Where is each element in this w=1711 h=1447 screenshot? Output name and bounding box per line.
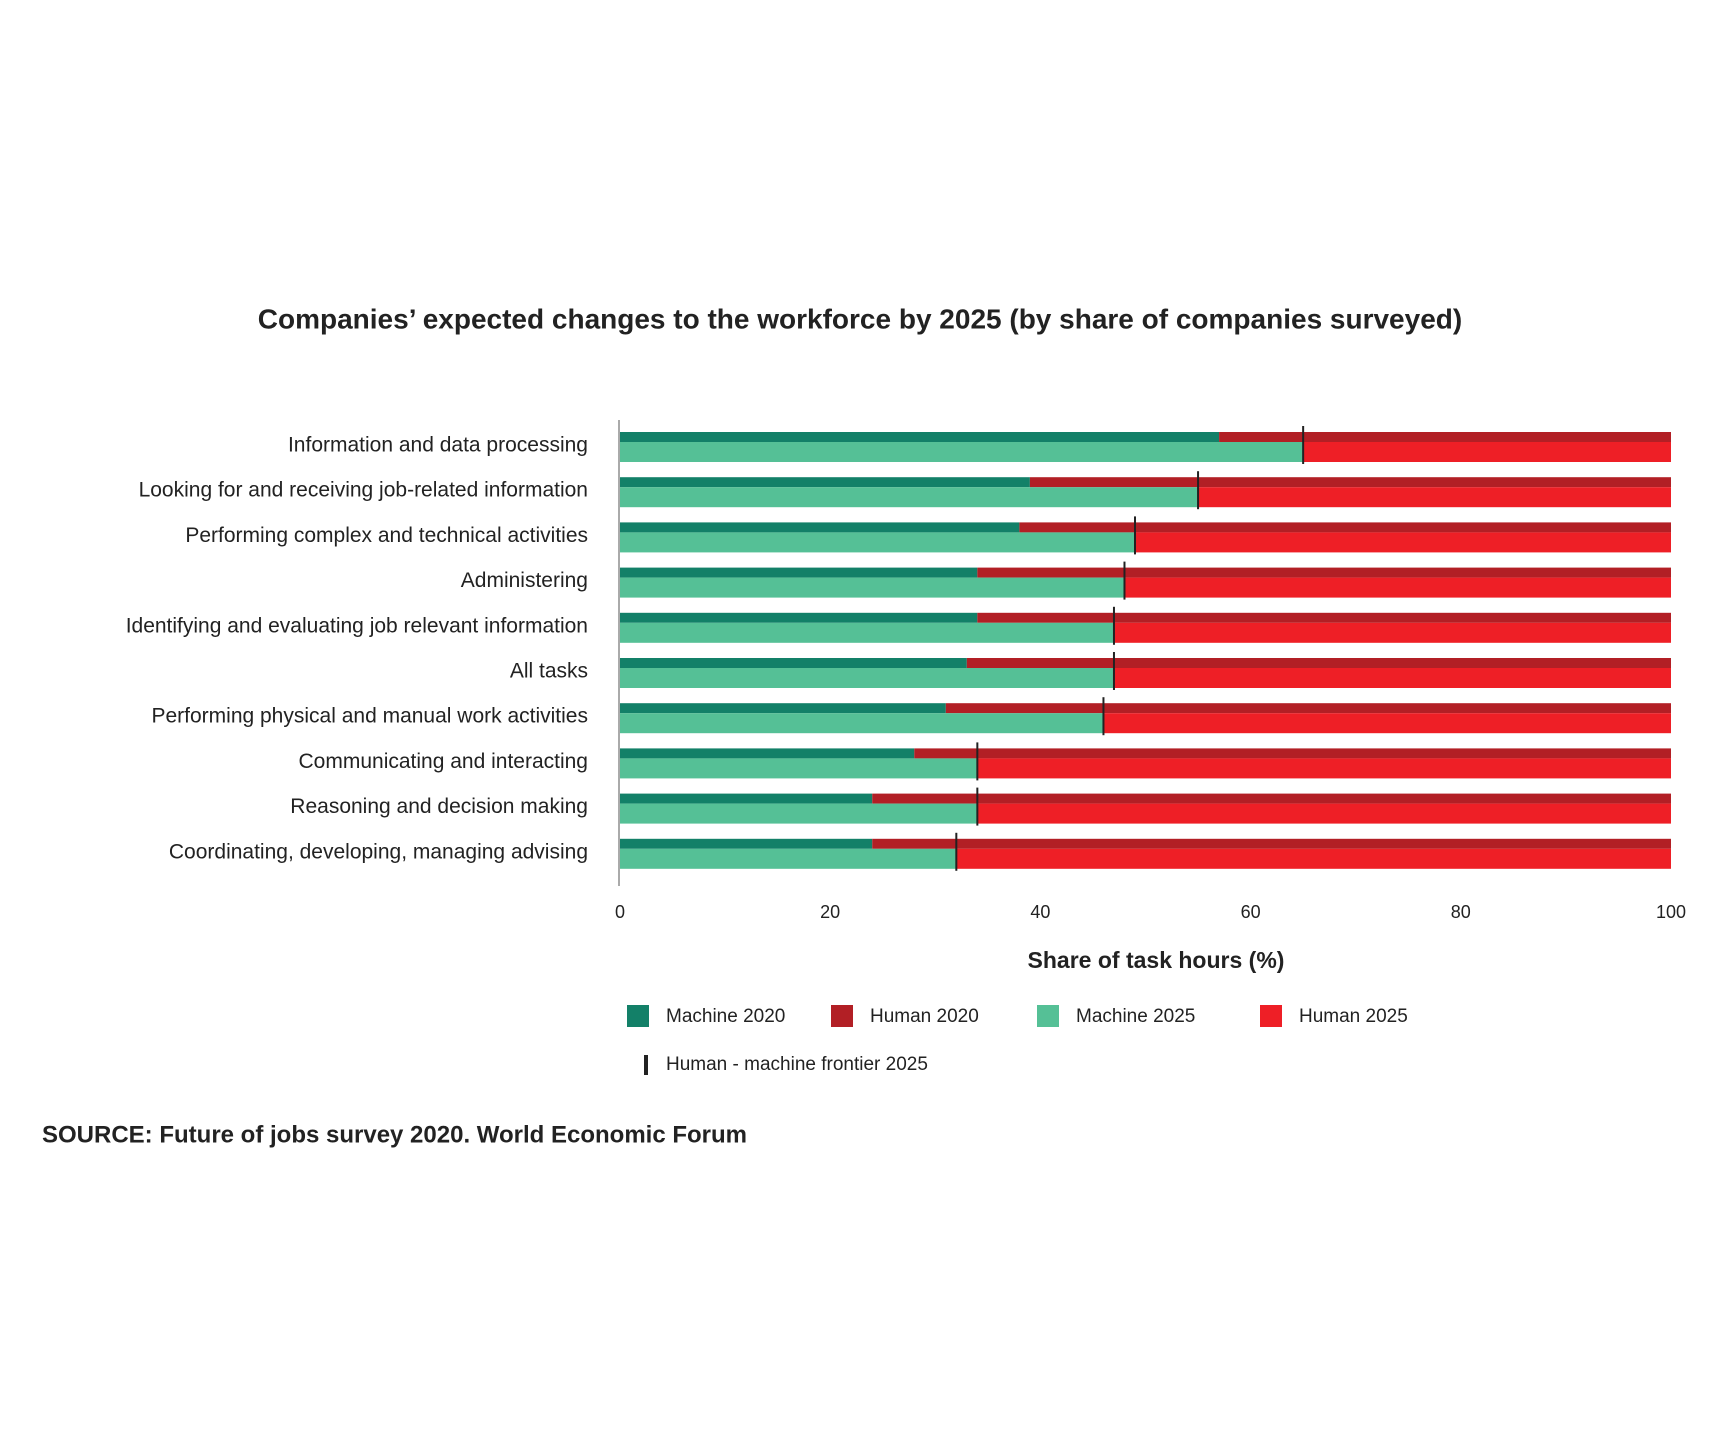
bar: [966, 658, 1671, 668]
legend-label: Machine 2025: [1076, 1006, 1195, 1027]
bar: [620, 793, 873, 804]
bar: [620, 612, 978, 623]
x-tick-label: 0: [615, 902, 625, 922]
legend-label: Human 2020: [870, 1006, 979, 1027]
x-tick-label: 100: [1656, 902, 1686, 922]
y-tick-label: All tasks: [510, 660, 588, 683]
bar: [620, 838, 873, 849]
bar: [620, 668, 1114, 688]
source: SOURCE: Future of jobs survey 2020. Worl…: [42, 1121, 747, 1148]
bar: [620, 658, 967, 668]
legend-label: Human 2025: [1299, 1006, 1408, 1027]
bar: [620, 848, 957, 869]
x-tick-label: 60: [1241, 902, 1261, 922]
bar: [1303, 442, 1671, 462]
bar: [620, 622, 1114, 643]
bar: [977, 567, 1671, 578]
bar: [620, 442, 1304, 462]
bar: [620, 748, 915, 759]
bar: [620, 703, 946, 714]
y-tick-label: Information and data processing: [288, 434, 588, 457]
legend-swatch: [831, 1005, 853, 1027]
bar: [620, 577, 1125, 598]
y-tick-label: Reasoning and decision making: [290, 795, 588, 818]
x-tick-label: 80: [1451, 902, 1471, 922]
bar: [1019, 522, 1671, 533]
bar: [977, 612, 1671, 623]
bar: [872, 838, 1671, 849]
y-tick-label: Looking for and receiving job-related in…: [139, 479, 588, 502]
y-tick-label: Communicating and interacting: [299, 750, 589, 773]
y-tick-label: Performing complex and technical activit…: [185, 524, 588, 547]
legend-swatch: [1037, 1005, 1059, 1027]
bar: [1029, 477, 1671, 488]
bar: [620, 803, 978, 824]
bar: [620, 567, 978, 578]
legend-swatch: [627, 1005, 649, 1027]
x-tick-label: 20: [820, 902, 840, 922]
chart-title: Companies’ expected changes to the workf…: [258, 303, 1462, 334]
bar: [956, 848, 1671, 869]
legend-label: Human - machine frontier 2025: [666, 1054, 928, 1075]
legend-label: Machine 2020: [666, 1006, 785, 1027]
bar: [1198, 487, 1671, 508]
y-tick-label: Coordinating, developing, managing advis…: [169, 840, 588, 863]
bar: [620, 713, 1104, 734]
bar: [1219, 432, 1671, 442]
bar: [620, 432, 1220, 442]
y-tick-label: Identifying and evaluating job relevant …: [126, 614, 588, 637]
y-tick-label: Performing physical and manual work acti…: [151, 705, 588, 728]
bar: [620, 477, 1030, 488]
bar: [914, 748, 1671, 759]
bar: [1134, 532, 1671, 553]
bar: [620, 758, 978, 779]
bar: [1113, 622, 1671, 643]
bar: [620, 522, 1020, 533]
bar: [1113, 668, 1671, 688]
bar: [1103, 713, 1671, 734]
bar: [620, 532, 1135, 553]
y-tick-label: Administering: [461, 569, 588, 592]
bar: [620, 487, 1199, 508]
x-tick-label: 40: [1030, 902, 1050, 922]
bar: [977, 803, 1671, 824]
bar: [872, 793, 1671, 804]
bar: [945, 703, 1671, 714]
x-axis-title: Share of task hours (%): [1028, 947, 1285, 973]
legend-swatch: [1260, 1005, 1282, 1027]
bar: [1124, 577, 1671, 598]
bar: [977, 758, 1671, 779]
